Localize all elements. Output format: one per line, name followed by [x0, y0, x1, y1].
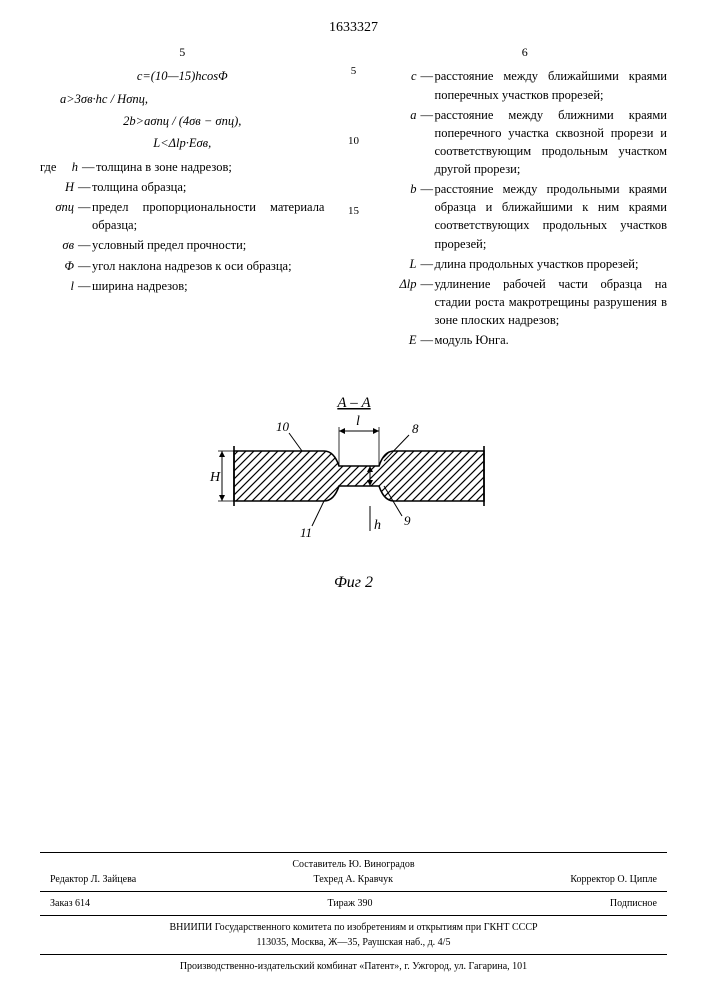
def-text: расстояние между ближайшими краями попер…	[435, 67, 668, 103]
def-text: модуль Юнга.	[435, 331, 668, 349]
line-num: 5	[345, 64, 363, 80]
corrector: Корректор О. Ципле	[570, 872, 657, 887]
figure-2: А – А H l	[40, 391, 667, 592]
divider	[40, 891, 667, 892]
editor: Редактор Л. Зайцева	[50, 872, 136, 887]
def-text: толщина в зоне надрезов;	[96, 158, 325, 176]
org-line-2: Производственно-издательский комбинат «П…	[40, 959, 667, 974]
credits-row: Редактор Л. Зайцева Техред А. Кравчук Ко…	[40, 872, 667, 887]
def-text: расстояние между продольными краями обра…	[435, 180, 668, 253]
dash: —	[82, 158, 96, 176]
dash: —	[421, 275, 435, 329]
formula-3: 2b>aσпц / (4σв − σпц),	[40, 112, 325, 130]
imprint-footer: Составитель Ю. Виноградов Редактор Л. За…	[40, 852, 667, 974]
def-row: Φ — угол наклона надрезов к оси образца;	[40, 257, 325, 275]
dash: —	[78, 257, 92, 275]
def-row: Δlр — удлинение рабочей части образца на…	[383, 275, 668, 329]
label-8: 8	[412, 421, 419, 436]
left-col-number: 5	[40, 44, 325, 61]
line-num: 15	[345, 204, 363, 220]
divider	[40, 954, 667, 955]
label-9: 9	[404, 513, 411, 528]
def-symbol: L	[383, 255, 421, 273]
def-intro: где	[40, 158, 62, 176]
dash: —	[78, 178, 92, 196]
def-symbol: b	[383, 180, 421, 253]
label-l: l	[356, 414, 360, 429]
dash: —	[421, 255, 435, 273]
dash: —	[421, 106, 435, 179]
signed: Подписное	[610, 896, 657, 911]
def-text: ширина надрезов;	[92, 277, 325, 295]
line-num: 10	[345, 134, 363, 150]
def-row: где h — толщина в зоне надрезов;	[40, 158, 325, 176]
right-column: 6 c — расстояние между ближайшими краями…	[383, 44, 668, 351]
dash: —	[421, 331, 435, 349]
tech-editor: Техред А. Кравчук	[313, 872, 393, 887]
def-text: длина продольных участков прорезей;	[435, 255, 668, 273]
def-symbol: σпц	[40, 198, 78, 234]
left-column: 5 c=(10—15)hcosΦ a>3σв·hc / Hσпц, 2b>aσп…	[40, 44, 325, 351]
tirage: Тираж 390	[327, 896, 372, 911]
def-text: толщина образца;	[92, 178, 325, 196]
def-symbol: H	[40, 178, 78, 196]
def-row: l — ширина надрезов;	[40, 277, 325, 295]
label-H: H	[209, 470, 221, 485]
label-10: 10	[276, 419, 290, 434]
def-symbol: l	[40, 277, 78, 295]
def-row: c — расстояние между ближайшими краями п…	[383, 67, 668, 103]
def-symbol: h	[62, 158, 82, 176]
org-line-1: ВНИИПИ Государственного комитета по изоб…	[40, 920, 667, 935]
def-row: σпц — предел пропорциональности материал…	[40, 198, 325, 234]
def-symbol: Φ	[40, 257, 78, 275]
leader-11	[312, 501, 324, 526]
two-column-text: 5 c=(10—15)hcosΦ a>3σв·hc / Hσпц, 2b>aσп…	[40, 44, 667, 351]
dash: —	[78, 236, 92, 254]
dash: —	[421, 67, 435, 103]
formula-1: c=(10—15)hcosΦ	[40, 67, 325, 85]
leader-10	[289, 433, 302, 451]
line-number-gutter: 5 10 15	[345, 44, 363, 351]
def-symbol: a	[383, 106, 421, 179]
def-row: E — модуль Юнга.	[383, 331, 668, 349]
dash: —	[421, 180, 435, 253]
def-text: предел пропорциональности материала обра…	[92, 198, 325, 234]
label-h: h	[374, 518, 381, 533]
figure-caption: Фиг 2	[40, 574, 667, 592]
document-number: 1633327	[40, 20, 667, 36]
right-col-number: 6	[383, 44, 668, 61]
order-row: Заказ 614 Тираж 390 Подписное	[40, 896, 667, 911]
dash: —	[78, 198, 92, 234]
section-label: А – А	[336, 395, 371, 411]
def-text: угол наклона надрезов к оси образца;	[92, 257, 325, 275]
cross-section-diagram: А – А H l	[194, 391, 514, 561]
right-definitions: c — расстояние между ближайшими краями п…	[383, 67, 668, 349]
hatch-fill	[234, 451, 484, 501]
def-row: H — толщина образца;	[40, 178, 325, 196]
def-text: удлинение рабочей части образца на стади…	[435, 275, 668, 329]
order-number: Заказ 614	[50, 896, 90, 911]
def-row: σв — условный предел прочности;	[40, 236, 325, 254]
formula-2: a>3σв·hc / Hσпц,	[40, 90, 325, 108]
formula-4: L<Δlр·Eσв,	[40, 134, 325, 152]
left-definitions: где h — толщина в зоне надрезов; H — тол…	[40, 158, 325, 295]
def-symbol: σв	[40, 236, 78, 254]
label-11: 11	[300, 525, 312, 540]
compiler-line: Составитель Ю. Виноградов	[40, 857, 667, 872]
dash: —	[78, 277, 92, 295]
def-row: L — длина продольных участков прорезей;	[383, 255, 668, 273]
def-symbol: E	[383, 331, 421, 349]
page: 1633327 5 c=(10—15)hcosΦ a>3σв·hc / Hσпц…	[0, 0, 707, 974]
def-text: расстояние между ближними краями попереч…	[435, 106, 668, 179]
def-text: условный предел прочности;	[92, 236, 325, 254]
divider	[40, 915, 667, 916]
addr-line-1: 113035, Москва, Ж—35, Раушская наб., д. …	[40, 935, 667, 950]
def-symbol: Δlр	[383, 275, 421, 329]
def-row: a — расстояние между ближними краями поп…	[383, 106, 668, 179]
def-row: b — расстояние между продольными краями …	[383, 180, 668, 253]
divider	[40, 852, 667, 853]
def-symbol: c	[383, 67, 421, 103]
